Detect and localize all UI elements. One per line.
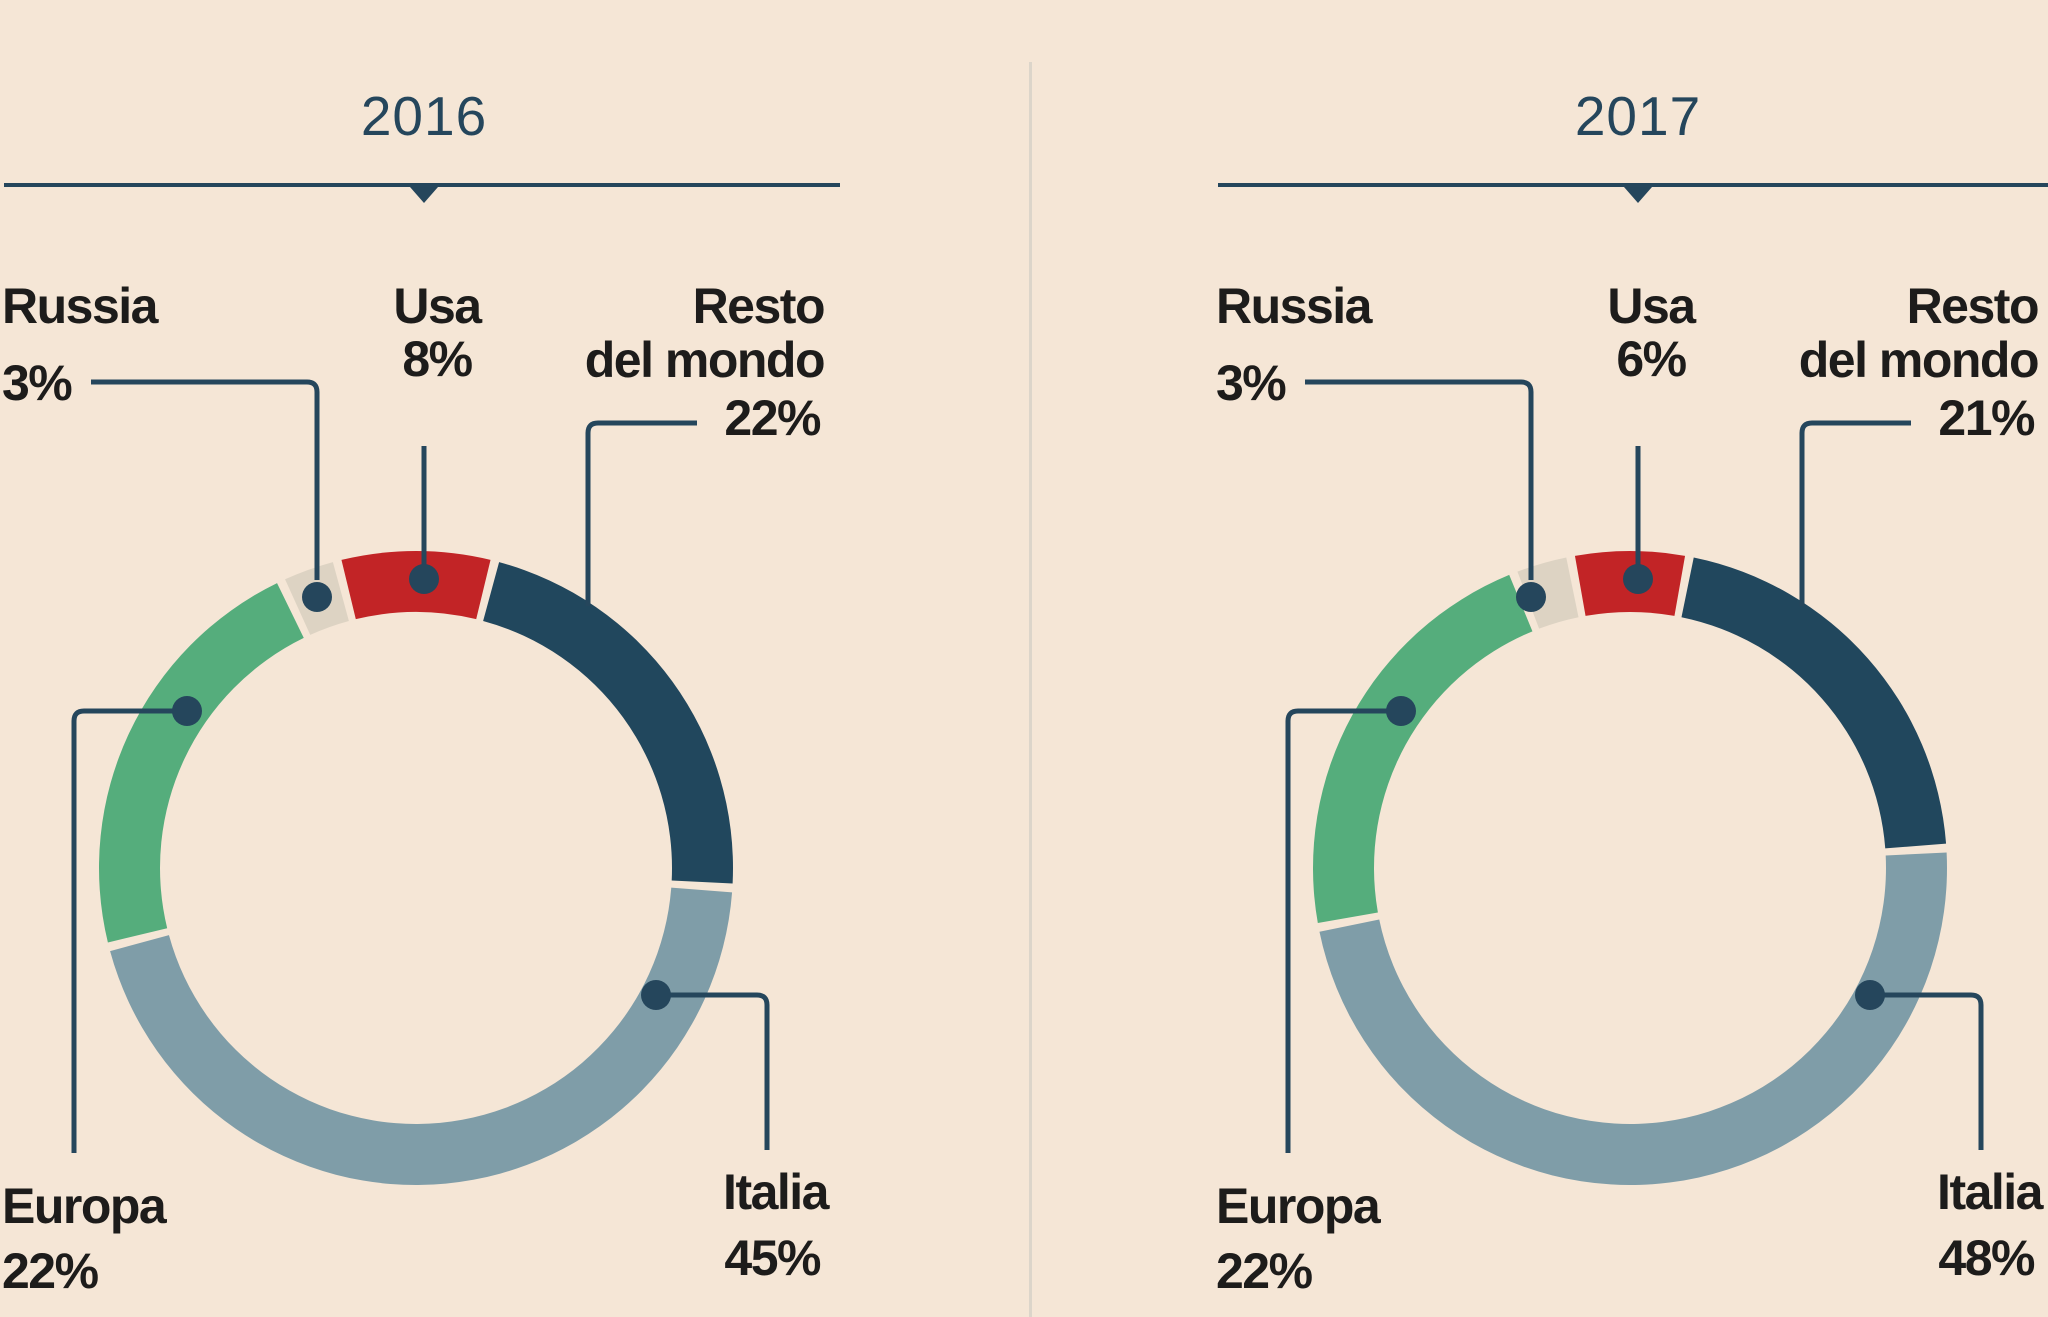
dot-europa	[1386, 696, 1416, 726]
dot-russia	[1516, 582, 1546, 612]
value-europa-2017: 22%	[1216, 1243, 1313, 1299]
leader-europa	[1285, 708, 1401, 1153]
header-arrow-icon	[1624, 187, 1652, 203]
label-resto-line1-2017: Resto	[1906, 278, 2040, 334]
dot-europa	[172, 696, 202, 726]
value-usa-2017: 6%	[1616, 331, 1687, 387]
dot-italia	[1855, 980, 1885, 1010]
slice-europa	[1313, 574, 1533, 924]
leader-lines-2016	[71, 379, 770, 1153]
slice-italia	[110, 887, 733, 1186]
slice-resto-del-mondo	[483, 562, 733, 884]
label-italia-2017: Italia	[1937, 1164, 2043, 1220]
header-rule-right	[1218, 183, 2048, 203]
value-usa-2016: 8%	[402, 331, 473, 387]
label-resto-line2-2017: del mondo	[1798, 332, 2040, 388]
value-russia-2016: 3%	[2, 355, 73, 411]
dot-italia	[641, 980, 671, 1010]
leader-russia	[91, 379, 320, 580]
dot-usa	[1623, 564, 1653, 594]
donut-chart-2016	[99, 551, 733, 1186]
value-russia-2017: 3%	[1216, 355, 1287, 411]
value-italia-2016: 45%	[724, 1230, 821, 1286]
value-italia-2017: 48%	[1938, 1230, 2035, 1286]
slice-italia	[1319, 852, 1947, 1186]
panel-divider	[1029, 62, 1032, 1317]
leader-resto-del-mondo	[1799, 420, 1911, 606]
leader-lines-2017	[1285, 379, 1984, 1153]
label-italia-2016: Italia	[723, 1164, 829, 1220]
slice-europa	[99, 583, 304, 943]
leader-russia	[1305, 379, 1534, 580]
label-russia-2017: Russia	[1216, 278, 1372, 334]
label-europa-2016: Europa	[2, 1178, 167, 1234]
value-europa-2016: 22%	[2, 1243, 99, 1299]
leader-dots-2016	[172, 564, 671, 1010]
slice-resto-del-mondo	[1681, 557, 1947, 849]
leader-italia	[1870, 992, 1984, 1150]
dot-russia	[302, 582, 332, 612]
label-usa-2017: Usa	[1607, 278, 1696, 334]
header-arrow-icon	[410, 187, 438, 203]
label-russia-2016: Russia	[2, 278, 158, 334]
leader-resto-del-mondo	[585, 420, 697, 606]
label-usa-2016: Usa	[393, 278, 482, 334]
header-rule-left	[4, 183, 840, 203]
label-resto-line1-2016: Resto	[692, 278, 826, 334]
leader-dots-2017	[1386, 564, 1885, 1010]
donut-chart-2017	[1313, 551, 1947, 1186]
value-resto-2017: 21%	[1938, 390, 2035, 446]
leader-italia	[656, 992, 770, 1150]
value-resto-2016: 22%	[724, 390, 821, 446]
dot-usa	[409, 564, 439, 594]
leader-europa	[71, 708, 187, 1153]
year-title-2016: 2016	[360, 85, 488, 147]
label-resto-line2-2016: del mondo	[584, 332, 826, 388]
year-title-2017: 2017	[1574, 85, 1702, 147]
label-europa-2017: Europa	[1216, 1178, 1381, 1234]
